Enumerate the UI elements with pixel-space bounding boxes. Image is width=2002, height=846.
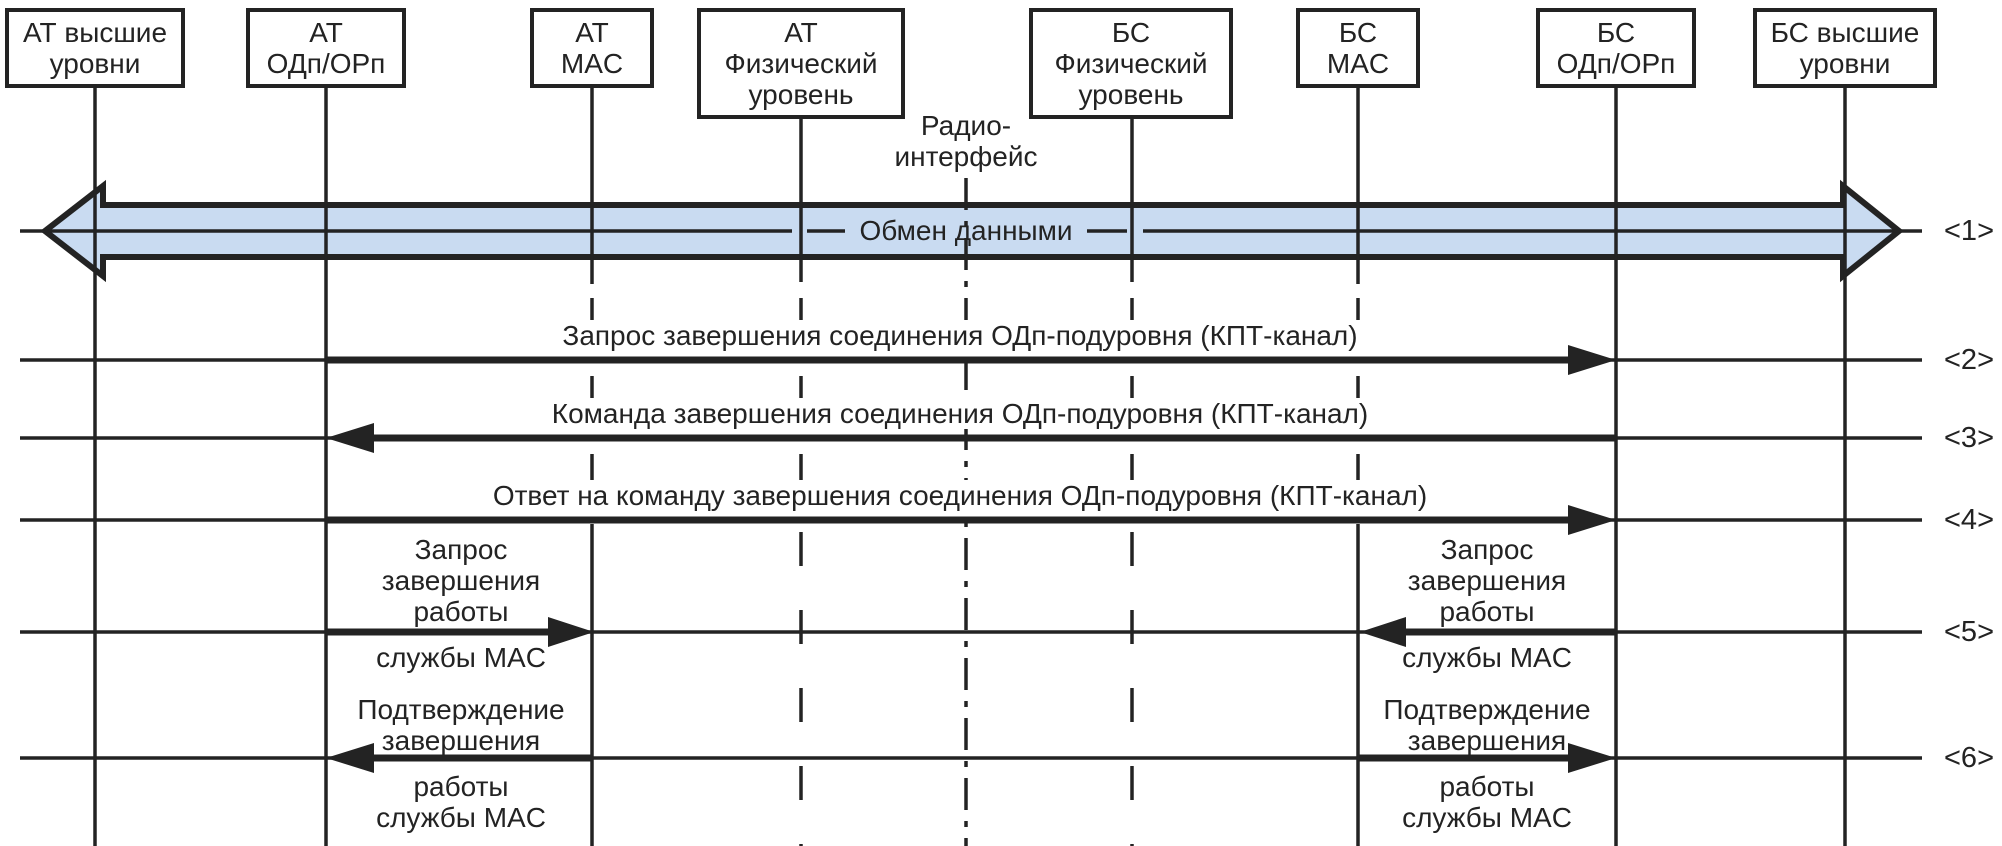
data-exchange-label: Обмен данными <box>859 215 1073 246</box>
entity-box-at-physical: АТ Физический уровень <box>697 8 905 119</box>
message-arrow-5-at <box>326 617 594 647</box>
message-label-4: Ответ на команду завершения соединения О… <box>482 480 1438 511</box>
entity-box-bs-higher-layers: БС высшие уровни <box>1753 8 1937 88</box>
radio-interface-label: Радио- интерфейс <box>894 110 1038 172</box>
message-label-6-bs-top: Подтверждение завершения <box>1383 694 1591 756</box>
message-arrow-6-bs <box>1358 743 1616 773</box>
message-arrow-2 <box>326 345 1616 375</box>
sequence-number-6: <6> <box>1944 742 1994 774</box>
entity-box-bs-odp-orp: БС ОДп/ОРп <box>1536 8 1696 88</box>
entity-box-bs-physical: БС Физический уровень <box>1029 8 1233 119</box>
message-arrow-4 <box>326 505 1616 535</box>
message-label-6-at-top: Подтверждение завершения <box>357 694 565 756</box>
message-label-2: Запрос завершения соединения ОДп-подуров… <box>552 320 1368 351</box>
sequence-number-2: <2> <box>1944 344 1994 376</box>
message-label-5-at-top: Запрос завершения работы <box>381 534 541 627</box>
entity-box-at-higher-layers: АТ высшие уровни <box>5 8 185 88</box>
message-label-5-at-bottom: службы MAC <box>376 642 546 673</box>
entity-box-at-mac: АТ MAC <box>530 8 654 88</box>
message-label-3: Команда завершения соединения ОДп-подуро… <box>541 398 1379 429</box>
sequence-number-1: <1> <box>1944 215 1994 247</box>
entity-box-at-odp-orp: АТ ОДп/ОРп <box>246 8 406 88</box>
sequence-number-5: <5> <box>1944 616 1994 648</box>
sequence-number-3: <3> <box>1944 422 1994 454</box>
message-label-5-bs-top: Запрос завершения работы <box>1407 534 1567 627</box>
sequence-number-4: <4> <box>1944 504 1994 536</box>
message-label-6-bs-bottom: работы службы MAC <box>1402 771 1572 833</box>
message-label-5-bs-bottom: службы MAC <box>1402 642 1572 673</box>
message-label-6-at-bottom: работы службы MAC <box>376 771 546 833</box>
message-arrow-6-at <box>326 743 592 773</box>
message-arrow-5-bs <box>1360 617 1616 647</box>
entity-box-bs-mac: БС MAC <box>1296 8 1420 88</box>
message-arrow-3 <box>326 423 1616 453</box>
